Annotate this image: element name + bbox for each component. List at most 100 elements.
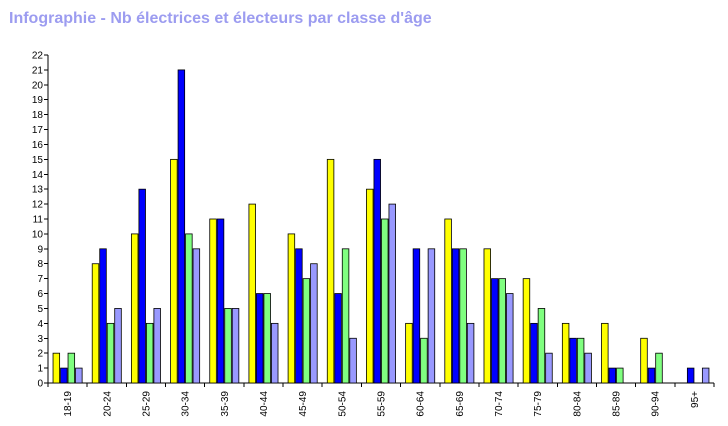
bar bbox=[427, 248, 436, 384]
bar bbox=[185, 233, 193, 384]
bar bbox=[138, 188, 146, 384]
x-tick-label: 80-84 bbox=[572, 391, 583, 417]
y-tick-label: 13 bbox=[32, 185, 44, 196]
y-tick-label: 16 bbox=[32, 140, 44, 151]
bar bbox=[256, 293, 264, 384]
bar bbox=[231, 308, 240, 384]
y-tick-label: 9 bbox=[37, 244, 43, 255]
bar bbox=[459, 248, 467, 384]
y-tick-label: 12 bbox=[32, 200, 44, 211]
bar bbox=[466, 322, 475, 384]
bar bbox=[537, 308, 546, 384]
x-tick-label: 95+ bbox=[690, 391, 701, 408]
y-tick-label: 22 bbox=[32, 51, 44, 62]
bar bbox=[530, 322, 538, 384]
bar bbox=[451, 248, 460, 384]
bar bbox=[287, 233, 296, 384]
bar bbox=[99, 248, 107, 384]
bar bbox=[52, 352, 61, 384]
bar bbox=[420, 337, 428, 384]
bar bbox=[545, 352, 553, 384]
x-tick-label: 55-59 bbox=[377, 391, 388, 417]
bar bbox=[106, 322, 115, 384]
bar bbox=[640, 337, 648, 384]
y-tick-label: 18 bbox=[32, 110, 44, 121]
bar bbox=[248, 203, 256, 384]
y-tick-label: 21 bbox=[32, 65, 44, 76]
bar bbox=[91, 263, 100, 384]
y-tick-label: 19 bbox=[32, 95, 44, 106]
bar bbox=[192, 248, 201, 384]
y-tick-label: 20 bbox=[32, 80, 44, 91]
x-tick-label: 85-89 bbox=[612, 391, 623, 417]
x-tick-label: 75-79 bbox=[533, 391, 544, 417]
bar bbox=[686, 367, 695, 384]
bar bbox=[444, 218, 452, 384]
x-tick-label: 35-39 bbox=[220, 391, 231, 417]
x-tick-label: 18-19 bbox=[63, 391, 74, 417]
bar bbox=[216, 218, 225, 384]
x-tick-label: 90-94 bbox=[651, 391, 662, 417]
bar bbox=[295, 248, 303, 384]
bar bbox=[302, 278, 311, 384]
x-tick-label: 40-44 bbox=[259, 391, 270, 417]
bar bbox=[177, 69, 186, 384]
x-tick-label: 60-64 bbox=[416, 391, 427, 417]
y-tick-label: 5 bbox=[37, 304, 43, 315]
y-tick-label: 7 bbox=[37, 274, 43, 285]
bar bbox=[349, 337, 357, 384]
bar bbox=[153, 308, 161, 384]
bar bbox=[145, 322, 154, 384]
x-tick-label: 45-49 bbox=[298, 391, 309, 417]
chart-title: Infographie - Nb électrices et électeurs… bbox=[9, 10, 432, 27]
bar bbox=[561, 322, 570, 384]
bar bbox=[209, 218, 217, 384]
bar bbox=[522, 278, 531, 384]
x-tick-label: 65-69 bbox=[455, 391, 466, 417]
bar bbox=[60, 367, 68, 384]
y-tick-label: 3 bbox=[37, 334, 43, 345]
y-tick-label: 11 bbox=[33, 215, 44, 226]
bar bbox=[701, 367, 710, 384]
bar bbox=[366, 188, 374, 384]
y-tick-label: 17 bbox=[32, 125, 44, 136]
bar bbox=[584, 352, 592, 384]
bar bbox=[373, 158, 381, 384]
bar bbox=[647, 367, 656, 384]
bar bbox=[576, 337, 585, 384]
bar bbox=[114, 308, 122, 384]
bar bbox=[388, 203, 396, 384]
x-tick-label: 25-29 bbox=[141, 391, 152, 417]
bar bbox=[326, 158, 335, 384]
bar bbox=[498, 278, 506, 384]
bar bbox=[130, 233, 139, 384]
y-tick-label: 6 bbox=[37, 289, 43, 300]
y-tick-label: 1 bbox=[37, 364, 43, 375]
x-tick-label: 20-24 bbox=[102, 391, 113, 417]
bar bbox=[655, 352, 663, 384]
bar bbox=[569, 337, 577, 384]
bar bbox=[75, 367, 83, 384]
x-tick-label: 70-74 bbox=[494, 391, 505, 417]
y-tick-label: 14 bbox=[32, 170, 44, 181]
bar bbox=[271, 322, 279, 384]
x-tick-label: 30-34 bbox=[181, 391, 192, 417]
bar bbox=[334, 293, 342, 384]
bar bbox=[506, 293, 514, 384]
bar bbox=[170, 158, 178, 384]
y-tick-label: 10 bbox=[32, 229, 44, 240]
bar bbox=[608, 367, 617, 384]
bar bbox=[601, 322, 609, 384]
y-tick-label: 15 bbox=[32, 155, 44, 166]
bar bbox=[491, 278, 499, 384]
bar bbox=[67, 352, 76, 384]
bar bbox=[341, 248, 350, 384]
bar bbox=[483, 248, 491, 384]
y-tick-label: 4 bbox=[37, 319, 43, 330]
bar bbox=[263, 293, 271, 384]
bar bbox=[224, 308, 232, 384]
y-tick-label: 8 bbox=[37, 259, 43, 270]
y-tick-label: 2 bbox=[37, 349, 43, 360]
bar bbox=[616, 367, 624, 384]
